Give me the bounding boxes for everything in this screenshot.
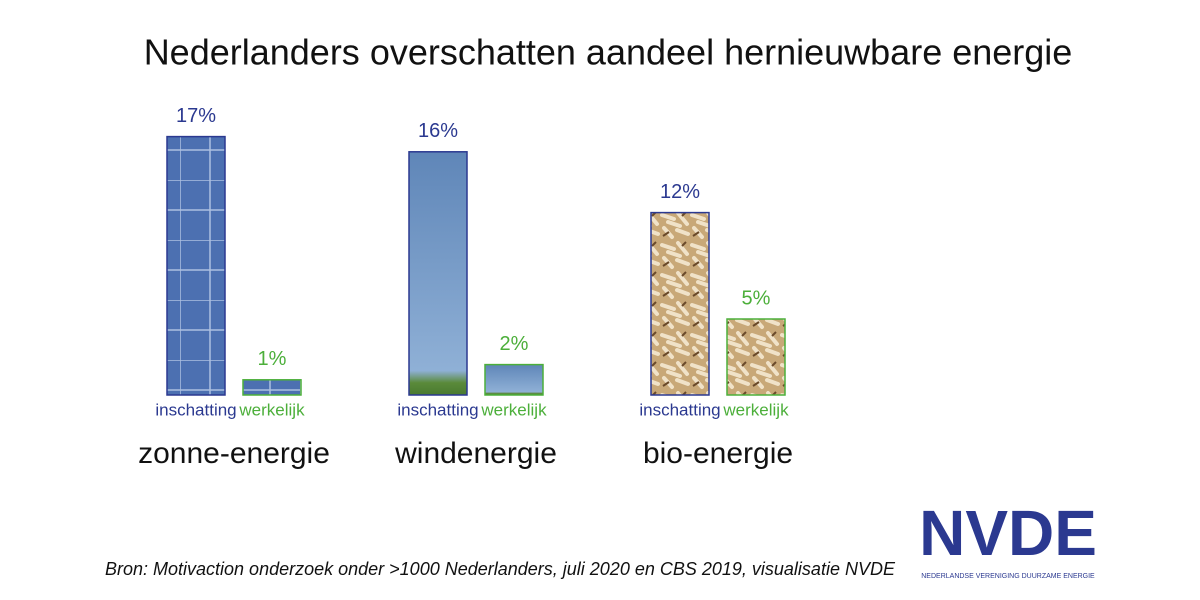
series-label: werkelijk [722,400,789,419]
series-label: werkelijk [480,400,547,419]
logo: NVDE [919,497,1097,569]
value-label: 2% [500,333,529,355]
value-label: 5% [742,287,771,309]
category-label: windenergie [394,437,557,470]
source-note: Bron: Motivaction onderzoek onder >1000 … [105,559,896,579]
value-label: 17% [176,105,216,127]
bar [726,318,786,396]
bar [166,135,226,396]
value-label: 1% [258,348,287,370]
chart-title: Nederlanders overschatten aandeel hernie… [144,32,1073,73]
series-label: werkelijk [238,400,305,419]
bar [650,211,710,396]
bar [408,151,468,396]
bar [484,363,544,396]
category-label: zonne-energie [138,437,330,470]
value-label: 16% [418,120,458,142]
series-label: inschatting [397,400,478,419]
category-label: bio-energie [643,437,793,470]
bar [242,379,302,396]
logo-subtitle: NEDERLANDSE VERENIGING DUURZAME ENERGIE [921,573,1095,580]
series-label: inschatting [639,400,720,419]
value-label: 12% [660,181,700,203]
series-label: inschatting [155,400,236,419]
